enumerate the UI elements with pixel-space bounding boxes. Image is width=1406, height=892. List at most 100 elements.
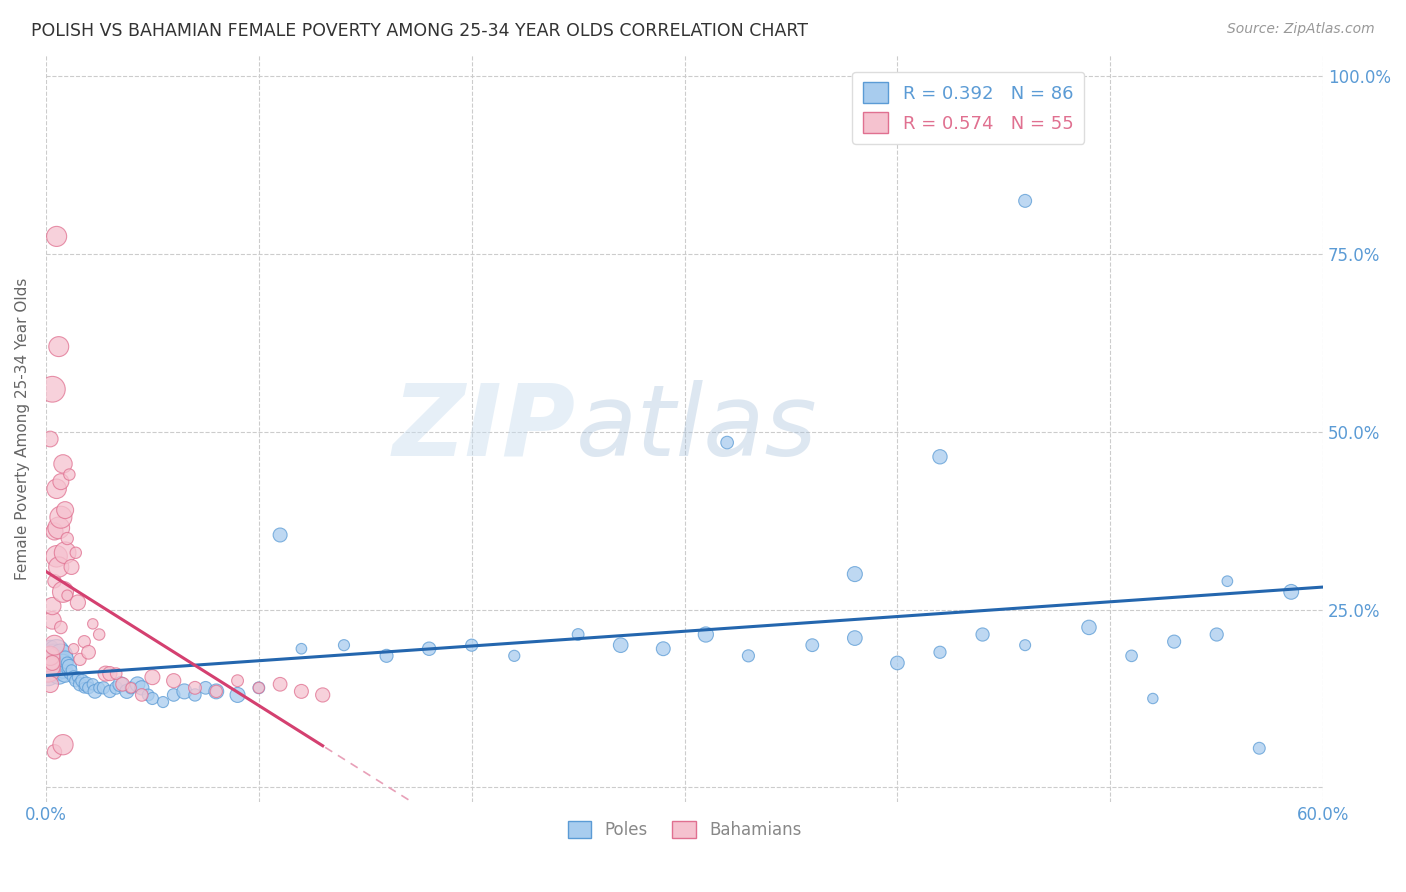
Point bbox=[801, 638, 824, 652]
Point bbox=[41, 613, 63, 627]
Point bbox=[972, 627, 994, 641]
Text: Source: ZipAtlas.com: Source: ZipAtlas.com bbox=[1227, 22, 1375, 37]
Point bbox=[52, 663, 75, 677]
Point bbox=[205, 684, 228, 698]
Point bbox=[56, 656, 79, 670]
Point bbox=[39, 432, 62, 446]
Point bbox=[844, 567, 866, 582]
Point bbox=[120, 681, 142, 695]
Point bbox=[110, 677, 132, 691]
Point bbox=[48, 560, 70, 574]
Point bbox=[115, 684, 138, 698]
Point bbox=[49, 659, 72, 673]
Point bbox=[37, 663, 59, 677]
Point bbox=[290, 641, 312, 656]
Point bbox=[39, 659, 62, 673]
Point bbox=[105, 681, 128, 695]
Point bbox=[84, 684, 107, 698]
Point bbox=[929, 645, 952, 659]
Point bbox=[52, 585, 75, 599]
Point bbox=[37, 652, 59, 666]
Point bbox=[844, 631, 866, 645]
Point bbox=[70, 673, 93, 688]
Point bbox=[41, 659, 63, 673]
Point bbox=[141, 691, 163, 706]
Point bbox=[60, 560, 83, 574]
Point bbox=[37, 648, 59, 663]
Point bbox=[44, 638, 66, 652]
Point bbox=[45, 645, 67, 659]
Point bbox=[45, 549, 67, 564]
Point bbox=[247, 681, 270, 695]
Point bbox=[52, 656, 75, 670]
Point bbox=[82, 677, 104, 691]
Point bbox=[48, 666, 70, 681]
Point bbox=[737, 648, 759, 663]
Point bbox=[60, 663, 83, 677]
Point bbox=[44, 656, 66, 670]
Point bbox=[716, 435, 738, 450]
Point bbox=[77, 645, 100, 659]
Point bbox=[58, 666, 80, 681]
Point bbox=[39, 663, 62, 677]
Point bbox=[44, 524, 66, 539]
Point bbox=[66, 595, 89, 609]
Point bbox=[89, 627, 111, 641]
Point bbox=[131, 688, 153, 702]
Point bbox=[39, 648, 62, 663]
Point bbox=[136, 688, 159, 702]
Point bbox=[62, 670, 84, 684]
Y-axis label: Female Poverty Among 25-34 Year Olds: Female Poverty Among 25-34 Year Olds bbox=[15, 277, 30, 580]
Point bbox=[44, 745, 66, 759]
Point bbox=[48, 340, 70, 354]
Point bbox=[48, 521, 70, 535]
Point bbox=[73, 634, 96, 648]
Point bbox=[37, 666, 59, 681]
Point bbox=[41, 382, 63, 396]
Point bbox=[1142, 691, 1164, 706]
Point bbox=[82, 616, 104, 631]
Point bbox=[94, 666, 117, 681]
Point bbox=[77, 681, 100, 695]
Point bbox=[41, 656, 63, 670]
Point bbox=[1078, 620, 1101, 634]
Point bbox=[65, 546, 87, 560]
Point bbox=[173, 684, 195, 698]
Point bbox=[120, 681, 142, 695]
Legend: Poles, Bahamians: Poles, Bahamians bbox=[561, 814, 808, 846]
Point bbox=[53, 652, 76, 666]
Point bbox=[184, 688, 207, 702]
Point bbox=[45, 663, 67, 677]
Point bbox=[460, 638, 482, 652]
Point bbox=[89, 681, 111, 695]
Point bbox=[75, 677, 97, 691]
Point bbox=[886, 656, 908, 670]
Text: atlas: atlas bbox=[576, 380, 818, 477]
Point bbox=[111, 677, 134, 691]
Point bbox=[567, 627, 589, 641]
Point bbox=[69, 652, 91, 666]
Point bbox=[247, 681, 270, 695]
Point bbox=[163, 673, 186, 688]
Point bbox=[1279, 585, 1302, 599]
Point bbox=[62, 641, 84, 656]
Text: POLISH VS BAHAMIAN FEMALE POVERTY AMONG 25-34 YEAR OLDS CORRELATION CHART: POLISH VS BAHAMIAN FEMALE POVERTY AMONG … bbox=[31, 22, 808, 40]
Point bbox=[1014, 638, 1036, 652]
Point bbox=[333, 638, 356, 652]
Point bbox=[98, 684, 121, 698]
Point bbox=[194, 681, 217, 695]
Point bbox=[1205, 627, 1227, 641]
Point bbox=[49, 648, 72, 663]
Point bbox=[609, 638, 631, 652]
Point bbox=[56, 532, 79, 546]
Point bbox=[290, 684, 312, 698]
Point bbox=[105, 666, 128, 681]
Point bbox=[44, 648, 66, 663]
Point bbox=[375, 648, 398, 663]
Point bbox=[49, 510, 72, 524]
Point bbox=[48, 656, 70, 670]
Point bbox=[39, 656, 62, 670]
Point bbox=[52, 738, 75, 752]
Point bbox=[49, 475, 72, 489]
Point bbox=[418, 641, 440, 656]
